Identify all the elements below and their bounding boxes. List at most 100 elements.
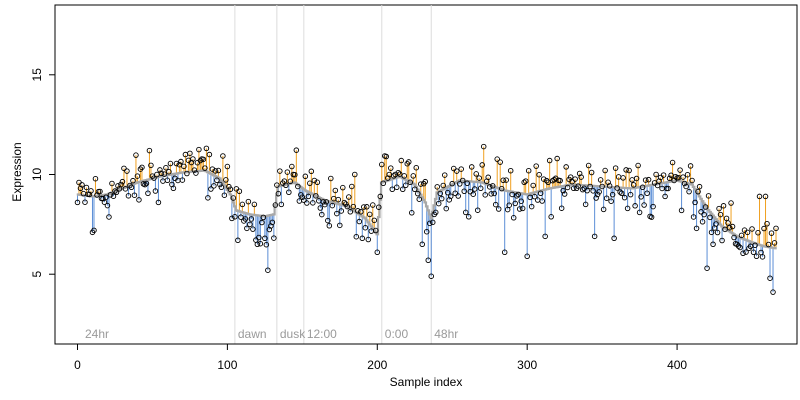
data-point <box>744 229 751 236</box>
data-point <box>762 193 769 200</box>
data-point <box>319 211 325 218</box>
data-point <box>470 191 476 197</box>
data-point <box>92 175 99 182</box>
data-point <box>753 253 760 260</box>
data-point <box>453 168 460 174</box>
data-point <box>163 164 169 171</box>
data-point <box>441 172 448 178</box>
data-point <box>578 174 584 180</box>
data-point <box>245 198 252 205</box>
data-point <box>560 187 566 194</box>
data-point <box>740 250 746 257</box>
data-point <box>211 183 217 189</box>
data-point <box>286 189 292 195</box>
data-point <box>275 190 282 197</box>
data-point <box>110 193 117 199</box>
data-point <box>289 163 295 170</box>
data-point <box>588 169 595 176</box>
data-point <box>304 200 310 206</box>
data-point <box>705 193 712 199</box>
data-point <box>227 186 234 193</box>
data-point <box>334 210 340 217</box>
data-point <box>157 167 163 173</box>
data-point <box>635 162 641 169</box>
data-point <box>346 194 352 200</box>
data-point <box>642 177 649 183</box>
y-axis-title: Expression <box>10 142 24 201</box>
data-point <box>325 217 331 224</box>
data-point <box>173 160 180 167</box>
data-point <box>419 241 426 248</box>
data-point <box>394 184 400 191</box>
data-point <box>362 224 369 231</box>
data-point <box>542 233 548 240</box>
data-point <box>689 177 695 184</box>
data-point <box>519 205 526 212</box>
data-point <box>190 156 196 162</box>
data-point <box>473 171 479 177</box>
data-point <box>328 175 334 182</box>
data-point <box>761 225 767 232</box>
data-point <box>653 171 659 178</box>
data-point <box>77 185 84 192</box>
data-point <box>196 146 202 153</box>
data-point <box>435 200 442 207</box>
data-point <box>686 188 692 195</box>
data-point <box>323 199 330 205</box>
x-tick-label: 100 <box>217 358 237 372</box>
data-point <box>221 192 228 198</box>
data-point <box>773 225 779 232</box>
data-point <box>397 171 403 177</box>
data-point <box>206 151 213 158</box>
data-point <box>353 233 360 240</box>
data-point <box>597 177 604 183</box>
data-point <box>768 230 775 236</box>
data-point <box>422 178 429 185</box>
y-tick-label: 5 <box>30 271 44 278</box>
data-point <box>495 206 502 212</box>
data-point <box>320 199 327 205</box>
data-point <box>539 198 545 204</box>
data-point <box>271 235 277 241</box>
data-point <box>770 289 776 295</box>
data-point <box>365 236 372 243</box>
data-point <box>524 253 530 260</box>
x-tick-label: 200 <box>367 358 387 372</box>
data-point <box>197 157 204 164</box>
data-point <box>340 184 346 191</box>
data-point <box>398 157 405 164</box>
data-point <box>447 193 454 199</box>
data-point <box>557 177 563 184</box>
data-point <box>191 167 198 173</box>
data-point <box>482 192 488 198</box>
data-point <box>648 214 655 220</box>
data-point <box>170 185 177 192</box>
data-point <box>692 199 698 206</box>
data-point <box>690 214 697 220</box>
data-point <box>590 188 596 194</box>
data-point <box>749 226 755 232</box>
data-point <box>693 225 700 232</box>
data-point <box>391 173 397 179</box>
data-point <box>476 175 482 181</box>
data-point <box>525 167 532 174</box>
data-point <box>632 203 638 209</box>
data-point <box>621 194 628 201</box>
data-point <box>620 175 626 181</box>
data-point <box>202 165 208 171</box>
data-point <box>142 181 148 188</box>
data-point <box>350 203 357 210</box>
data-point <box>501 249 508 256</box>
data-point <box>645 176 652 183</box>
data-point <box>488 191 494 197</box>
data-point <box>103 194 109 200</box>
data-point <box>764 221 770 227</box>
data-point <box>614 185 620 191</box>
data-point <box>489 183 496 189</box>
data-point <box>184 170 190 177</box>
data-point <box>494 156 500 162</box>
data-point <box>292 171 298 178</box>
data-point <box>575 183 581 189</box>
data-point <box>416 196 423 202</box>
data-point <box>236 188 243 195</box>
